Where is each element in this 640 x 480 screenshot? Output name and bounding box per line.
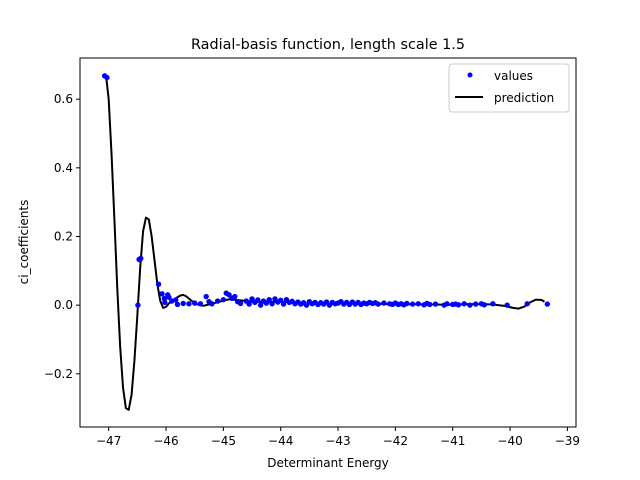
values-point [444,301,450,307]
values-point [427,301,433,308]
values-point [409,301,416,307]
values-point [255,297,261,303]
y-tick-label: 0.4 [54,161,73,175]
values-point [104,74,110,81]
values-point [269,301,275,307]
legend-box [448,63,570,113]
values-point [544,301,551,307]
values-point [432,301,439,307]
values-point [381,300,387,306]
y-tick-label: 0.2 [54,229,73,243]
values-point [375,301,381,307]
values-point [481,302,487,308]
values-point [220,296,227,303]
values-point [232,293,238,300]
values-point [504,302,510,308]
values-point [186,301,192,307]
values-point [246,301,252,307]
x-tick-label: −45 [211,434,236,448]
x-tick-label: −47 [96,434,121,448]
axes-frame [79,57,577,428]
legend-prediction-label: prediction [494,91,554,105]
values-point [209,301,215,307]
y-tick-label: 0.0 [54,298,73,312]
y-axis-ticks: −0.2 0.0 0.2 0.4 0.6 [44,92,80,381]
values-points-layer [101,73,551,308]
values-point [166,294,172,300]
values-point [191,300,198,306]
values-point [415,301,422,307]
legend-values-marker [467,72,473,78]
y-tick-label: −0.2 [44,367,73,381]
legend-values-label: values [494,69,533,83]
chart-title: Radial-basis function, length scale 1.5 [191,37,465,53]
x-tick-label: −46 [153,434,178,448]
values-point [490,301,496,307]
values-point [455,302,462,308]
x-tick-label: −41 [440,434,465,448]
values-point [467,302,473,308]
values-point [174,301,181,308]
values-point [197,301,204,307]
values-point [524,301,530,307]
values-point [214,298,221,304]
x-axis-ticks: −47 −46 −45 −44 −43 −42 −41 −40 −39 [96,427,580,448]
values-point [237,300,244,307]
x-tick-label: −44 [268,434,293,448]
values-point [180,300,186,307]
values-point [461,301,467,307]
values-point [257,302,264,308]
y-axis-label: ci_coefficients [17,200,31,285]
values-point [155,281,162,287]
values-point [162,299,168,306]
x-tick-label: −40 [497,434,522,448]
x-tick-label: −42 [383,434,408,448]
x-axis-label: Determinant Energy [267,456,389,470]
values-point [266,296,272,303]
values-point [277,297,284,304]
y-tick-label: 0.6 [54,92,73,106]
values-point [280,301,287,307]
values-point [404,300,410,307]
x-tick-label: −39 [555,434,580,448]
values-point [472,301,479,307]
values-point [135,302,141,308]
values-point [173,297,179,303]
x-tick-label: −43 [325,434,350,448]
values-point [138,255,144,262]
values-point [203,293,209,300]
plot-area [79,57,577,428]
values-point [159,291,165,297]
legend: values prediction [448,63,570,113]
